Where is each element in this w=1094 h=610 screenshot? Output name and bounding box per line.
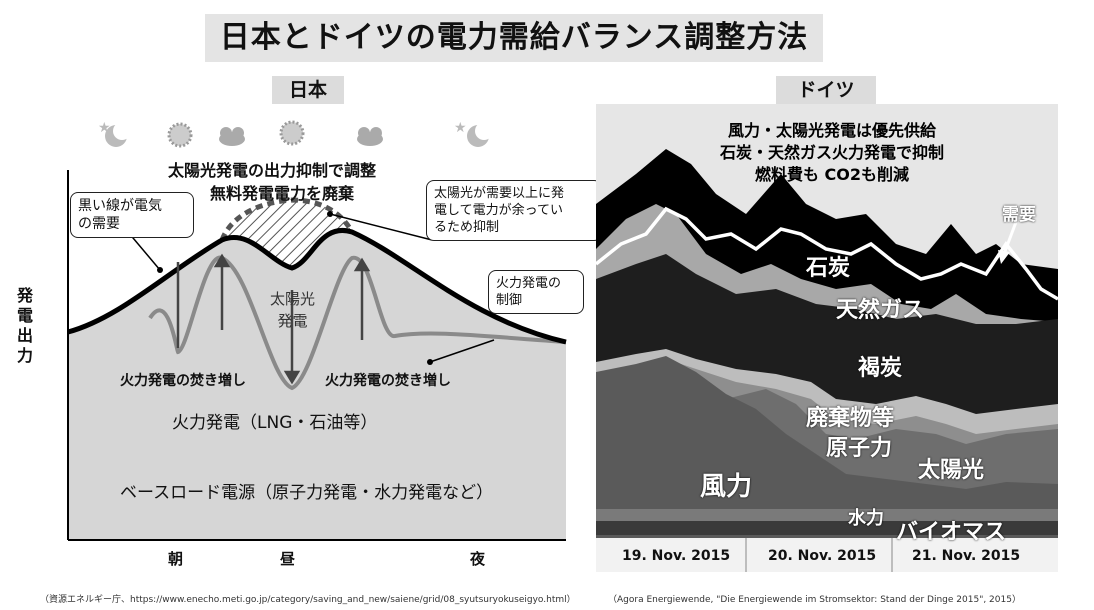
biomass-label: バイオマス (896, 520, 1007, 545)
x-label-noon: 昼 (280, 550, 296, 568)
gas-label: 天然ガス (836, 298, 925, 323)
germany-stacked-area-chart (596, 104, 1058, 572)
sun-icon (167, 122, 193, 148)
curtailment-area (222, 200, 352, 268)
thermal-area (68, 230, 566, 540)
solar-label: 太陽光 発電 (270, 288, 315, 332)
date-label-19: 19. Nov. 2015 (622, 548, 731, 564)
date-label-20: 20. Nov. 2015 (768, 548, 877, 564)
solar-label-line2: 発電 (277, 312, 308, 330)
surplus-callout-line2: 電して電力が余ってい (434, 203, 563, 218)
thermal-output-curve (148, 255, 567, 391)
solar-curtailment-line1: 太陽光発電の出力抑制で調整 (168, 161, 377, 180)
waste-label: 廃棄物等 (806, 406, 895, 431)
japan-panel-tag: 日本 (272, 76, 344, 104)
solar-label-de: 太陽光 (918, 458, 985, 483)
thermal-control-line2: 制御 (496, 293, 523, 308)
germany-headline-line1: 風力・太陽光発電は優先供給 (727, 121, 936, 140)
germany-headline: 風力・太陽光発電は優先供給 石炭・天然ガス火力発電で抑制 燃料費も CO2も削減 (612, 120, 1052, 186)
surplus-callout-line1: 太陽光が需要以上に発 (434, 186, 565, 201)
moon-star-icon: ★ (98, 120, 131, 147)
demand-curve (67, 227, 567, 345)
cloud-icon (357, 127, 383, 146)
germany-source: （Agora Energiewende, "Die Energiewende i… (608, 595, 1021, 605)
baseload-layer-label: ベースロード電源（原子力発電・水力発電など） (120, 483, 494, 503)
thermal-boost-left: 火力発電の焚き増し (120, 373, 246, 389)
moon-star-icon: ★ (454, 120, 493, 147)
demand-callout-line1: 黒い線が電気 (78, 198, 162, 214)
y-axis-label: 発電出力 (16, 286, 33, 365)
germany-panel-tag: ドイツ (776, 76, 876, 104)
demand-callout-line2: の需要 (78, 216, 120, 232)
solar-label-line1: 太陽光 (270, 290, 316, 308)
surplus-callout-line3: るため抑制 (434, 220, 500, 235)
lignite-label: 褐炭 (858, 356, 903, 381)
date-label-21: 21. Nov. 2015 (912, 548, 1021, 564)
solar-curtailment-line2: 無料発電電力を廃棄 (210, 184, 355, 203)
coal-label: 石炭 (806, 256, 851, 281)
demand-callout: 黒い線が電気 の需要 (70, 192, 194, 238)
wind-label: 風力 (700, 472, 753, 502)
thermal-control-callout: 火力発電の 制御 (488, 270, 584, 314)
biomass-area (596, 521, 1058, 535)
page-title: 日本とドイツの電力需給バランス調整方法 (205, 14, 823, 62)
cloud-icon (219, 127, 245, 146)
thermal-control-line1: 火力発電の (496, 276, 562, 291)
japan-source: （資源エネルギー庁、https://www.enecho.meti.go.jp/… (40, 595, 576, 605)
x-label-morning: 朝 (168, 550, 184, 568)
hydro-label: 水力 (848, 508, 884, 529)
japan-diagram: ★ ★ (67, 120, 567, 541)
svg-text:★: ★ (98, 120, 111, 136)
hydro-area (596, 509, 1058, 521)
thermal-layer-label: 火力発電（LNG・石油等） (172, 413, 378, 433)
x-label-night: 夜 (470, 550, 486, 568)
surplus-callout: 太陽光が需要以上に発 電して電力が余ってい るため抑制 (426, 180, 602, 241)
sun-icon (279, 120, 305, 146)
demand-label: 需要 (1002, 205, 1036, 225)
germany-headline-line2: 石炭・天然ガス火力発電で抑制 (719, 143, 944, 162)
svg-text:★: ★ (454, 120, 467, 136)
demand-line (596, 206, 1058, 301)
thermal-boost-right: 火力発電の焚き増し (325, 373, 451, 389)
nuclear-label: 原子力 (826, 436, 893, 461)
germany-headline-line3: 燃料費も CO2も削減 (754, 165, 910, 184)
solar-potential-curve (219, 197, 355, 242)
